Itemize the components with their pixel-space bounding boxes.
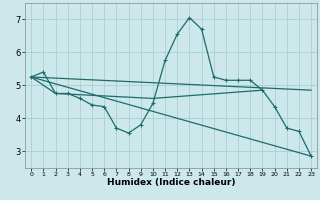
X-axis label: Humidex (Indice chaleur): Humidex (Indice chaleur) [107,178,236,187]
